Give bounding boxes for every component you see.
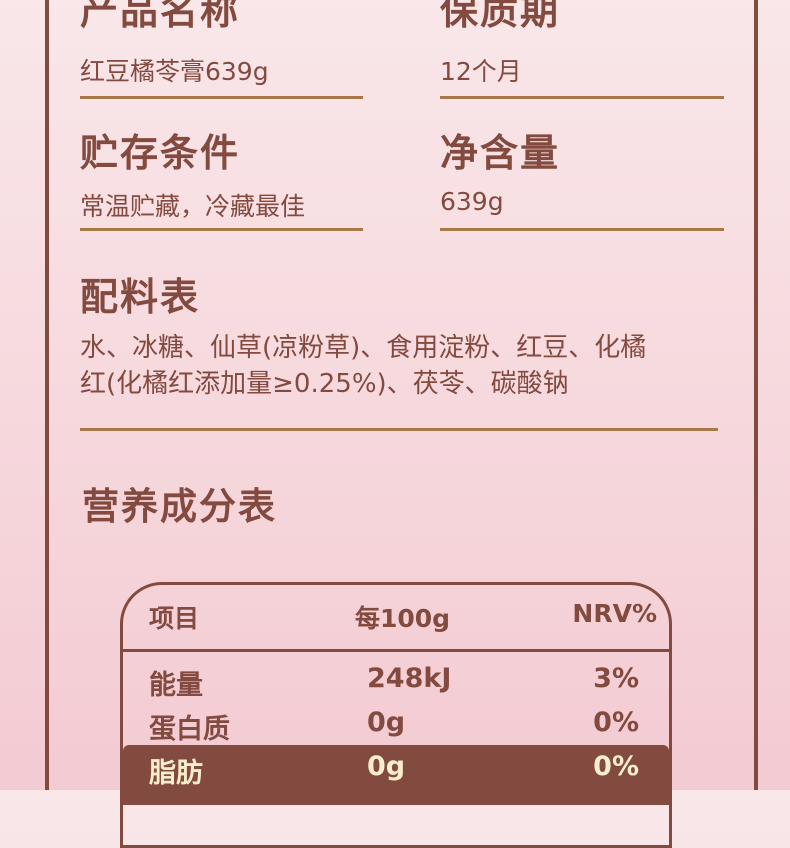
- header-per-100g: 每100g: [355, 604, 451, 633]
- table-row: 蛋白质 0g 0%: [123, 701, 669, 745]
- nutrition-table: 项目 每100g NRV% 能量 248kJ 3% 蛋白质 0g 0% 脂肪 0…: [120, 582, 672, 848]
- net-weight-label: 净含量: [440, 131, 561, 175]
- row-amount: 0g: [367, 751, 406, 782]
- ingredients-title: 配料表: [80, 275, 201, 319]
- row-amount: 248kJ: [367, 663, 452, 694]
- table-row-highlighted: 脂肪 0g 0%: [123, 745, 669, 805]
- divider: [440, 228, 724, 231]
- table-header: 项目 每100g NRV%: [123, 593, 669, 637]
- ingredients-line-2: 红(化橘红添加量≥0.25%)、茯苓、碳酸钠: [80, 369, 569, 399]
- table-row: 能量 248kJ 3%: [123, 657, 669, 701]
- row-nrv: 0%: [593, 707, 639, 738]
- net-weight-value: 639g: [440, 187, 504, 216]
- divider: [80, 428, 718, 431]
- nutrition-title: 营养成分表: [82, 485, 277, 528]
- product-name-label: 产品名称: [80, 0, 241, 33]
- frame-left-border: [45, 0, 49, 790]
- storage-value: 常温贮藏，冷藏最佳: [80, 192, 306, 221]
- row-nrv: 3%: [593, 663, 639, 694]
- product-name-value: 红豆橘苓膏639g: [80, 57, 269, 86]
- header-item: 项目: [149, 604, 200, 633]
- row-name: 能量: [149, 670, 203, 701]
- row-name: 脂肪: [149, 758, 203, 789]
- row-nrv: 0%: [593, 751, 639, 782]
- row-name: 蛋白质: [149, 714, 230, 745]
- shelf-life-label: 保质期: [440, 0, 561, 33]
- frame-right-border: [754, 0, 758, 790]
- header-nrv: NRV%: [572, 599, 657, 628]
- row-amount: 0g: [367, 707, 406, 738]
- ingredients-line-1: 水、冰糖、仙草(凉粉草)、食用淀粉、红豆、化橘: [80, 333, 647, 363]
- shelf-life-value: 12个月: [440, 57, 522, 86]
- divider: [80, 228, 363, 231]
- header-divider: [123, 649, 669, 652]
- divider: [440, 96, 724, 99]
- divider: [80, 96, 363, 99]
- storage-label: 贮存条件: [80, 131, 241, 175]
